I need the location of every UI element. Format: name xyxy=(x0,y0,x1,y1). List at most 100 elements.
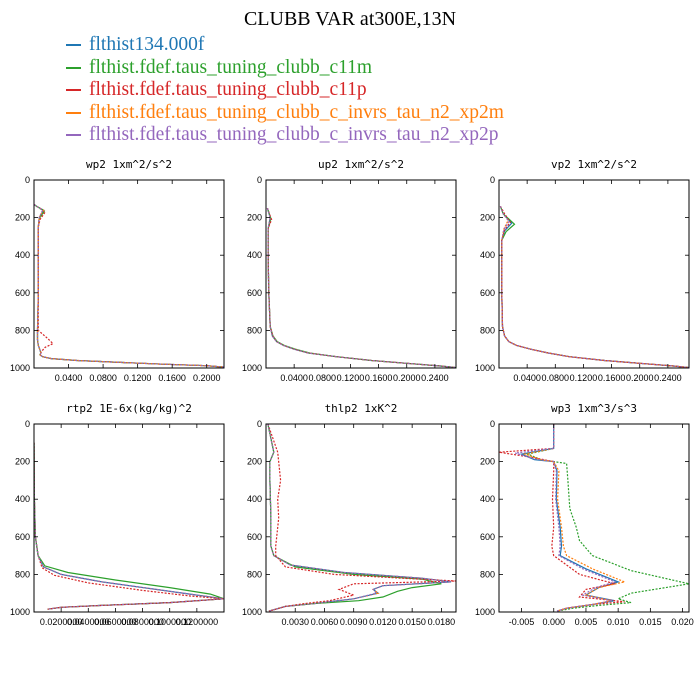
panel-6: wp3 1xm^3/s^3 -0.005 0.000 0.005 0.010 0.015 0… xyxy=(475,402,694,627)
series-line xyxy=(266,208,456,368)
series-group xyxy=(267,424,456,612)
x-tick-label: 0.1200 xyxy=(337,373,365,383)
x-tick-label: 0.010 xyxy=(607,617,630,627)
x-tick-label: 0.1200 xyxy=(124,373,152,383)
y-tick-label: 1000 xyxy=(475,607,495,617)
x-tick-label: 0.1600 xyxy=(365,373,393,383)
x-tick-label: 0.0400000 xyxy=(67,617,110,627)
panel-title: vp2 1xm^2/s^2 xyxy=(551,158,637,171)
y-tick-label: 600 xyxy=(15,532,30,542)
series-line xyxy=(267,424,456,612)
x-tick-label: 0.2000 xyxy=(626,373,654,383)
legend-label: flthist.fdef.taus_tuning_clubb_c11m xyxy=(89,56,373,78)
x-tick-label: 0.0800000 xyxy=(121,617,164,627)
x-tick-label: -0.005 xyxy=(509,617,535,627)
y-tick-label: 0 xyxy=(25,175,30,185)
legend-label: flthist.fdef.taus_tuning_clubb_c11p xyxy=(89,79,367,101)
y-tick-label: 0 xyxy=(257,419,262,429)
y-tick-label: 400 xyxy=(247,250,262,260)
y-tick-label: 600 xyxy=(15,288,30,298)
legend-item: flthist.fdef.taus_tuning_clubb_c11m xyxy=(66,57,504,80)
series-line xyxy=(34,203,224,368)
y-tick-label: 1000 xyxy=(10,363,30,373)
panel-5: thlp2 1xK^2 0.0030 0.0060 0.0090 0.0120 0.015… xyxy=(242,402,457,627)
series-line xyxy=(526,424,689,612)
plot-frame xyxy=(33,423,225,613)
series-line xyxy=(514,424,617,612)
y-tick-label: 200 xyxy=(247,213,262,223)
legend-item: flthist134.000f xyxy=(66,34,504,57)
x-tick-label: 0.0120 xyxy=(369,617,397,627)
y-tick-label: 800 xyxy=(480,325,495,335)
x-tick-label: 0.2400 xyxy=(421,373,449,383)
series-line xyxy=(34,442,224,610)
y-tick-label: 0 xyxy=(25,419,30,429)
y-tick-label: 1000 xyxy=(242,363,262,373)
series-line xyxy=(499,206,689,368)
plot-frame xyxy=(498,179,690,369)
y-tick-label: 400 xyxy=(15,250,30,260)
plot-frame xyxy=(498,423,690,613)
y-tick-label: 800 xyxy=(15,325,30,335)
panel-1: wp2 1xm^2/s^2 0.0400 0.0800 0.1200 0.1600 0.2… xyxy=(10,158,225,383)
legend-item: flthist.fdef.taus_tuning_clubb_c_invrs_t… xyxy=(66,124,504,147)
legend-label: flthist.fdef.taus_tuning_clubb_c_invrs_t… xyxy=(89,124,499,146)
x-tick-label: 0.1600 xyxy=(598,373,626,383)
y-tick-label: 800 xyxy=(247,325,262,335)
panel-title: wp2 1xm^2/s^2 xyxy=(86,158,172,171)
series-line xyxy=(499,424,625,612)
y-tick-label: 1000 xyxy=(10,607,30,617)
x-tick-label: 0.2000 xyxy=(193,373,221,383)
series-line xyxy=(499,206,689,368)
legend-label: flthist134.000f xyxy=(89,34,205,56)
series-group xyxy=(34,442,224,610)
y-tick-label: 600 xyxy=(480,288,495,298)
series-line xyxy=(266,208,456,368)
series-line xyxy=(34,203,224,368)
series-line xyxy=(266,208,456,368)
x-tick-label: 0.0030 xyxy=(281,617,309,627)
y-tick-label: 600 xyxy=(247,532,262,542)
y-tick-label: 600 xyxy=(480,532,495,542)
y-tick-label: 0 xyxy=(490,419,495,429)
x-tick-label: 0.0800 xyxy=(89,373,117,383)
y-tick-label: 200 xyxy=(480,213,495,223)
series-line xyxy=(34,203,224,368)
y-tick-label: 200 xyxy=(480,457,495,467)
series-group xyxy=(266,207,456,368)
legend-swatch xyxy=(66,66,81,69)
x-tick-label: 0.015 xyxy=(639,617,662,627)
panel-title: wp3 1xm^3/s^3 xyxy=(551,402,637,415)
y-tick-label: 0 xyxy=(257,175,262,185)
y-tick-label: 400 xyxy=(480,250,495,260)
series-line xyxy=(34,442,224,610)
x-tick-label: 0.1200 xyxy=(570,373,598,383)
legend-swatch xyxy=(66,44,81,47)
y-tick-label: 1000 xyxy=(475,363,495,373)
x-tick-label: 0.0200000 xyxy=(40,617,83,627)
x-tick-label: 0.0090 xyxy=(340,617,368,627)
series-line xyxy=(499,206,689,368)
legend: flthist134.000f flthist.fdef.taus_tuning_… xyxy=(66,34,504,147)
y-tick-label: 400 xyxy=(247,494,262,504)
y-tick-label: 0 xyxy=(490,175,495,185)
plot-frame xyxy=(265,423,457,613)
x-tick-label: 0.0180 xyxy=(428,617,456,627)
series-group xyxy=(34,203,224,368)
legend-item: flthist.fdef.taus_tuning_clubb_c_invrs_t… xyxy=(66,102,504,125)
plot-frame xyxy=(33,179,225,369)
panel-2: up2 1xm^2/s^20.0400 0.0800 0.1200 0.1600 0.2… xyxy=(242,158,457,383)
y-tick-label: 800 xyxy=(15,569,30,579)
x-tick-label: 0.0400 xyxy=(280,373,308,383)
series-line xyxy=(522,424,627,612)
x-tick-label: 0.2400 xyxy=(654,373,682,383)
y-tick-label: 800 xyxy=(480,569,495,579)
series-line xyxy=(266,207,456,368)
x-tick-label: 0.0400 xyxy=(513,373,541,383)
x-tick-label: 0.020 xyxy=(671,617,694,627)
x-tick-label: 0.2000 xyxy=(393,373,421,383)
plot-frame xyxy=(265,179,457,369)
x-tick-label: 0.1600 xyxy=(158,373,186,383)
panel-title: rtp2 1E-6x(kg/kg)^2 xyxy=(66,402,192,415)
